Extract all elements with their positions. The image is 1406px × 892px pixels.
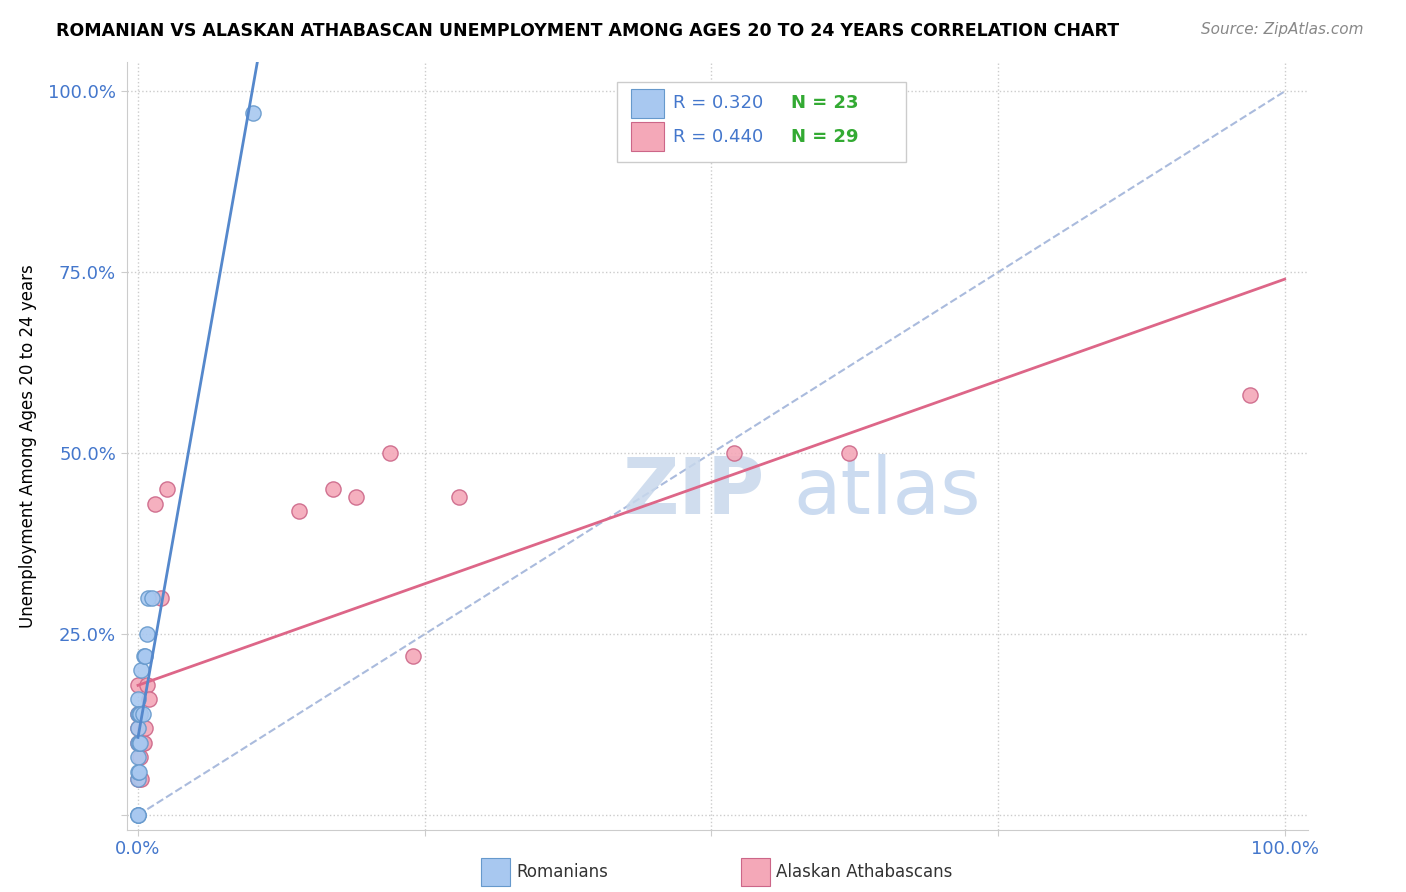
- Point: [131, 736, 153, 750]
- Point: [131, 772, 153, 786]
- Point: [127, 764, 149, 779]
- FancyBboxPatch shape: [617, 81, 905, 162]
- Point: [127, 808, 149, 822]
- Point: [128, 736, 150, 750]
- Point: [129, 706, 152, 721]
- Point: [128, 736, 150, 750]
- Text: atlas: atlas: [794, 454, 981, 530]
- Point: [838, 446, 860, 460]
- Point: [127, 706, 149, 721]
- Point: [131, 664, 153, 678]
- Point: [287, 504, 309, 518]
- Point: [132, 736, 155, 750]
- Point: [449, 490, 471, 504]
- Point: [156, 483, 179, 497]
- Point: [127, 678, 149, 692]
- Point: [136, 591, 159, 605]
- Point: [344, 490, 367, 504]
- Bar: [631, 88, 664, 118]
- Text: R = 0.440: R = 0.440: [673, 128, 763, 146]
- Bar: [741, 858, 770, 886]
- Point: [380, 446, 402, 460]
- Bar: [481, 858, 510, 886]
- Point: [149, 591, 172, 605]
- Text: Alaskan Athabascans: Alaskan Athabascans: [776, 863, 952, 880]
- Point: [134, 648, 156, 663]
- Point: [723, 446, 745, 460]
- Text: ZIP: ZIP: [623, 454, 765, 530]
- Text: N = 29: N = 29: [792, 128, 859, 146]
- Point: [127, 736, 149, 750]
- Point: [127, 721, 149, 735]
- Point: [402, 648, 425, 663]
- Point: [128, 706, 150, 721]
- Point: [138, 692, 160, 706]
- Point: [242, 106, 264, 120]
- Point: [129, 706, 152, 721]
- Point: [127, 721, 149, 735]
- Text: Source: ZipAtlas.com: Source: ZipAtlas.com: [1201, 22, 1364, 37]
- Y-axis label: Unemployment Among Ages 20 to 24 years: Unemployment Among Ages 20 to 24 years: [20, 264, 37, 628]
- Point: [127, 706, 149, 721]
- Point: [127, 772, 149, 786]
- Point: [127, 750, 149, 764]
- Point: [127, 772, 149, 786]
- Point: [134, 721, 156, 735]
- Point: [143, 497, 166, 511]
- Point: [136, 678, 159, 692]
- Point: [127, 808, 149, 822]
- Point: [129, 736, 152, 750]
- Point: [132, 648, 155, 663]
- Point: [128, 764, 150, 779]
- Point: [322, 483, 344, 497]
- Point: [131, 736, 153, 750]
- Point: [141, 591, 163, 605]
- Bar: [631, 122, 664, 152]
- Point: [131, 706, 153, 721]
- Point: [129, 750, 152, 764]
- Text: N = 23: N = 23: [792, 94, 859, 112]
- Point: [1239, 388, 1261, 402]
- Point: [128, 772, 150, 786]
- Point: [127, 736, 149, 750]
- Text: R = 0.320: R = 0.320: [673, 94, 763, 112]
- Point: [127, 692, 149, 706]
- Point: [128, 706, 150, 721]
- Text: Romanians: Romanians: [516, 863, 609, 880]
- Text: ROMANIAN VS ALASKAN ATHABASCAN UNEMPLOYMENT AMONG AGES 20 TO 24 YEARS CORRELATIO: ROMANIAN VS ALASKAN ATHABASCAN UNEMPLOYM…: [56, 22, 1119, 40]
- Point: [127, 808, 149, 822]
- Point: [136, 627, 159, 641]
